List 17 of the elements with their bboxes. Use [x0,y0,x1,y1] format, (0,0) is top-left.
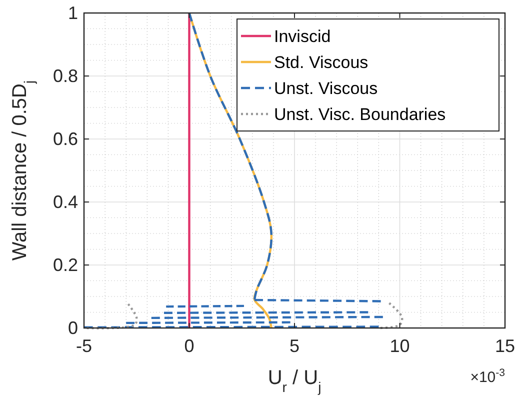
x-tick-label: 10 [390,336,410,356]
legend-label: Unst. Viscous [274,79,378,98]
y-tick-label: 1 [68,3,78,23]
legend-label: Unst. Visc. Boundaries [274,105,446,124]
legend-label: Inviscid [274,27,331,46]
x-tick-label: 0 [184,336,194,356]
y-tick-label: 0 [68,318,78,338]
legend-label: Std. Viscous [274,53,368,72]
text: ×10$^{-3}$ [470,367,506,386]
x-tick-label: 15 [494,336,516,356]
x-tick-label: 5 [289,336,300,356]
y-tick-label: 0.4 [52,192,78,212]
x-axis-title: U$_{r}$ / U$_{j}$ [268,367,322,395]
y-tick-label: 0.8 [52,66,78,86]
y-tick-label: 0.6 [52,129,78,149]
x-tick-label: -5 [76,336,92,356]
y-tick-label: 0.2 [52,255,78,275]
